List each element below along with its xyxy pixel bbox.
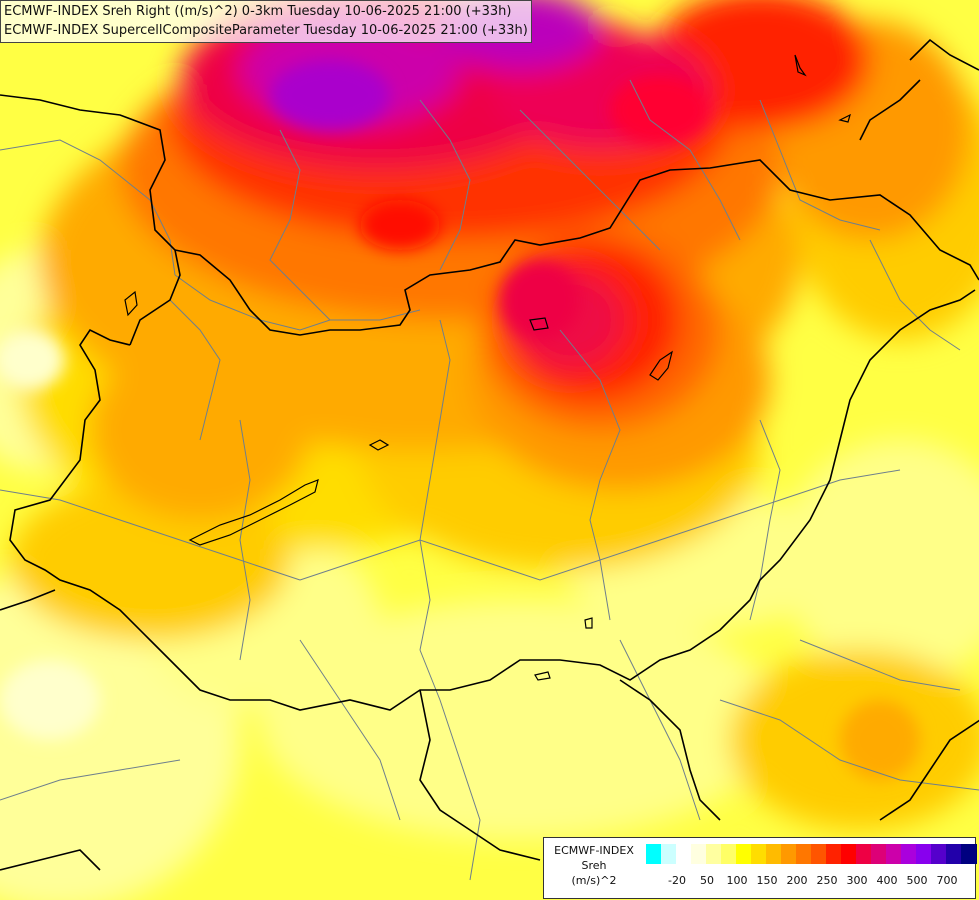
legend-color-scale — [646, 844, 977, 864]
legend-swatch — [886, 844, 902, 864]
legend-tick-label: 400 — [876, 874, 898, 887]
legend-swatch — [796, 844, 812, 864]
legend-swatch — [826, 844, 842, 864]
legend-swatch — [646, 844, 662, 864]
legend-swatch — [661, 844, 677, 864]
map-title-secondary: ECMWF-INDEX SupercellCompositeParameter … — [4, 23, 528, 38]
legend-tick-label: -20 — [668, 874, 686, 887]
legend-swatch — [901, 844, 917, 864]
legend-tick-labels: -20 50 100 150 200 250 300 400 500 700 — [646, 874, 976, 890]
lake-balaton — [188, 479, 319, 546]
map-title-primary: ECMWF-INDEX Sreh Right ((m/s)^2) 0-3km T… — [4, 4, 512, 19]
legend-swatch — [676, 844, 692, 864]
legend-swatch — [706, 844, 722, 864]
legend-swatch — [691, 844, 707, 864]
legend-tick-label: 150 — [756, 874, 778, 887]
legend-title-parameter: Sreh — [581, 859, 607, 872]
national-borders — [0, 38, 979, 871]
legend-tick-label: 700 — [936, 874, 958, 887]
legend-swatch — [721, 844, 737, 864]
regional-boundaries — [0, 79, 979, 881]
legend-tick-label: 300 — [846, 874, 868, 887]
color-legend: ECMWF-INDEX Sreh (m/s)^2 -20 50 100 150 200 2… — [543, 837, 977, 899]
legend-swatch — [781, 844, 797, 864]
legend-swatch — [766, 844, 782, 864]
legend-swatch — [811, 844, 827, 864]
legend-swatch — [841, 844, 857, 864]
legend-tick-label: 200 — [786, 874, 808, 887]
legend-tick-label: 250 — [816, 874, 838, 887]
legend-swatch — [931, 844, 947, 864]
legend-swatch — [871, 844, 887, 864]
lakes — [124, 54, 851, 681]
legend-swatch — [916, 844, 932, 864]
legend-swatch — [751, 844, 767, 864]
legend-swatch — [961, 844, 977, 864]
legend-tick-label: 50 — [700, 874, 714, 887]
map-title-box: ECMWF-INDEX Sreh Right ((m/s)^2) 0-3km T… — [0, 0, 532, 43]
legend-title-model: ECMWF-INDEX — [554, 844, 634, 857]
legend-tick-label: 100 — [726, 874, 748, 887]
legend-swatch — [946, 844, 962, 864]
legend-title: ECMWF-INDEX Sreh (m/s)^2 — [544, 843, 644, 888]
legend-swatch — [856, 844, 872, 864]
field-detail — [0, 60, 920, 780]
legend-title-unit: (m/s)^2 — [571, 874, 617, 887]
legend-tick-label: 500 — [906, 874, 928, 887]
legend-swatch — [736, 844, 752, 864]
